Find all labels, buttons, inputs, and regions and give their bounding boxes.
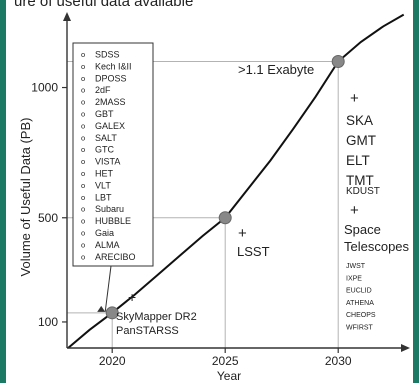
milestone-marker xyxy=(331,54,345,68)
x-tick-label: 2030 xyxy=(325,354,352,368)
y-tick-label: 100 xyxy=(38,315,58,329)
skymapper-plus: + xyxy=(128,289,136,305)
legend-marker: o xyxy=(81,229,85,238)
mission-label: CHEOPS xyxy=(346,312,376,319)
legend-frame xyxy=(72,42,154,267)
series-line xyxy=(67,13,405,349)
mission-label: IXPE xyxy=(346,275,362,282)
legend-item: VLT xyxy=(95,180,111,190)
y-axis-arrow xyxy=(63,12,71,21)
skymapper-label: SkyMapper DR2 xyxy=(116,311,197,323)
mission-label: ATHENA xyxy=(346,300,374,307)
legend-marker: o xyxy=(81,98,85,107)
telescopes-label: Telescopes xyxy=(344,239,410,254)
y-axis-label: Volume of Useful Data (PB) xyxy=(18,118,33,277)
future-telescope-label: GMT xyxy=(346,133,376,148)
axes xyxy=(63,12,410,352)
future-telescope-label: TMT xyxy=(346,173,374,188)
panstarss-label: PanSTARSS xyxy=(116,325,179,337)
chart-frame: ure of useful data available 2020 2025 203… xyxy=(6,0,413,383)
legend-item: HUBBLE xyxy=(95,216,131,226)
legend-marker: o xyxy=(81,133,85,142)
space-plus: + xyxy=(350,202,359,219)
mission-label: WFIRST xyxy=(346,325,374,332)
annotations: >1.1 Exabyte + SkyMapper DR2 PanSTARSS + LSST… xyxy=(116,62,410,337)
legend-marker: o xyxy=(81,157,85,166)
legend-pointer xyxy=(104,265,112,312)
mission-label: JWST xyxy=(346,263,366,270)
y-tick-label: 1000 xyxy=(31,81,58,95)
data-growth-chart: ure of useful data available 2020 2025 203… xyxy=(14,0,410,383)
legend-marker: o xyxy=(81,193,85,202)
legend-item: HET xyxy=(95,169,114,179)
legend-item: 2MASS xyxy=(95,97,126,107)
legend-item: 2dF xyxy=(95,85,111,95)
legend-marker: o xyxy=(81,145,85,154)
legend-item: VISTA xyxy=(95,157,120,167)
legend-item: ALMA xyxy=(95,240,120,250)
milestone-marker xyxy=(218,211,232,225)
legend-item: SALT xyxy=(95,133,117,143)
legend-item: DPOSS xyxy=(95,73,127,83)
legend-marker: o xyxy=(81,86,85,95)
exabyte-label: >1.1 Exabyte xyxy=(238,62,314,77)
legend-item: LBT xyxy=(95,192,112,202)
legend-marker: o xyxy=(81,121,85,130)
x-axis-arrow xyxy=(401,344,410,352)
legend-item: Gaia xyxy=(95,228,114,238)
legend-marker: o xyxy=(81,181,85,190)
banner-text: ure of useful data available xyxy=(14,0,193,10)
x-tick-label: 2020 xyxy=(99,354,126,368)
mission-label: EUCLID xyxy=(346,288,372,295)
legend-marker: o xyxy=(81,50,85,59)
legend-item: Kech I&II xyxy=(95,61,132,71)
x-tick-label: 2025 xyxy=(212,354,239,368)
lsst-label: LSST xyxy=(237,244,270,259)
kdust-label: KDUST xyxy=(346,186,380,197)
ticks: 2020 2025 2030 100 500 1000 xyxy=(31,81,352,368)
milestone-marker xyxy=(105,306,119,320)
legend-pointer-arrow xyxy=(97,305,106,312)
x-axis-label: Year xyxy=(217,369,241,383)
legend-item: Subaru xyxy=(95,204,124,214)
legend-item: GALEX xyxy=(95,121,125,131)
legend-marker: o xyxy=(81,62,85,71)
future-telescope-label: ELT xyxy=(346,153,370,168)
legend-item: ARECIBO xyxy=(95,252,136,262)
legend-item: GTC xyxy=(95,145,114,155)
legend-marker: o xyxy=(81,240,85,249)
legend-marker: o xyxy=(81,252,85,261)
legend-marker: o xyxy=(81,217,85,226)
space-label: Space xyxy=(344,222,381,237)
future-telescope-label: SKA xyxy=(346,113,373,128)
legend-marker: o xyxy=(81,110,85,119)
legend-box: o SDSS o Kech I&II o DPOSS o 2dF o 2MASS o GBT o GALE… xyxy=(72,42,154,312)
lsst-plus: + xyxy=(238,225,247,242)
legend-marker: o xyxy=(81,205,85,214)
milestone-markers xyxy=(105,54,345,320)
legend-item: SDSS xyxy=(95,50,120,60)
y-tick-label: 500 xyxy=(38,211,58,225)
legend-item: GBT xyxy=(95,109,114,119)
legend-marker: o xyxy=(81,74,85,83)
legend-marker: o xyxy=(81,169,85,178)
future-plus: + xyxy=(350,90,359,107)
